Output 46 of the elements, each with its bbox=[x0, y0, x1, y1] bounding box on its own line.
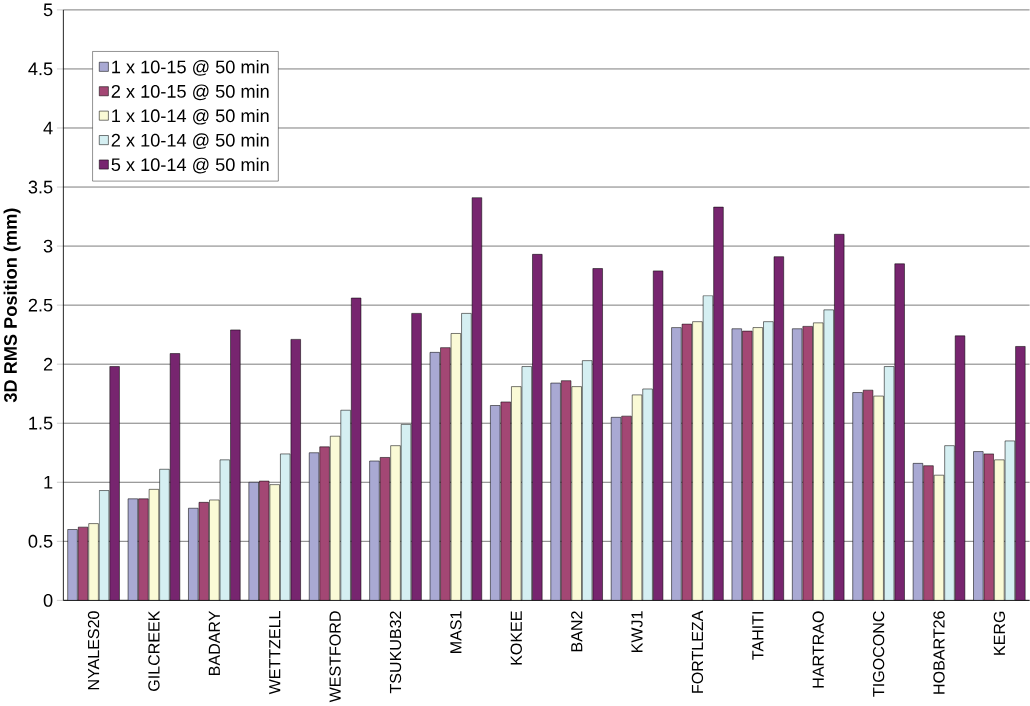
bar bbox=[671, 327, 682, 601]
bar bbox=[894, 263, 905, 601]
x-tick-label: WESTFORD bbox=[329, 611, 341, 703]
x-tick-label: HOBART26 bbox=[933, 611, 945, 694]
bar bbox=[411, 313, 422, 601]
x-tick-label: MAS1 bbox=[450, 611, 462, 653]
x-tick-label: KERG bbox=[993, 611, 1006, 655]
y-tick-label: 2 bbox=[43, 357, 53, 371]
bar bbox=[713, 206, 724, 601]
x-tick-label: WETTZELL bbox=[269, 611, 281, 695]
x-tick-label: KWJ1 bbox=[631, 611, 643, 653]
y-tick-label: 1.5 bbox=[29, 416, 53, 430]
x-tick-label: NYALES20 bbox=[87, 611, 100, 690]
y-tick-label: 3.5 bbox=[28, 180, 53, 194]
bar bbox=[852, 392, 863, 601]
bar bbox=[550, 382, 561, 601]
y-tick-label: 0.5 bbox=[28, 534, 53, 548]
bar bbox=[67, 529, 78, 601]
bar bbox=[973, 451, 984, 601]
legend-label: 2 x 10-15 @ 50 min bbox=[111, 84, 269, 101]
x-tick-label: TSUKUB32 bbox=[389, 611, 402, 694]
y-tick-label: 5 bbox=[43, 3, 53, 17]
bar bbox=[109, 366, 120, 601]
x-tick-label: BADARY bbox=[208, 610, 220, 675]
legend-label: 5 x 10-14 @ 50 min bbox=[111, 157, 269, 174]
x-tick-label: GILCREEK bbox=[148, 610, 160, 691]
bar bbox=[369, 460, 380, 601]
x-tick-label: FORTLEZA bbox=[691, 610, 704, 693]
legend-label: 1 x 10-15 @ 50 min bbox=[112, 60, 269, 76]
bar bbox=[230, 329, 241, 601]
x-tick-label: HARTRAO bbox=[812, 611, 824, 688]
x-tick-label: TAHITI bbox=[752, 612, 764, 660]
y-tick-label: 1 bbox=[44, 476, 53, 489]
y-tick-label: 3 bbox=[43, 239, 53, 253]
legend-label: 2 x 10-14 @ 50 min bbox=[111, 133, 269, 150]
y-tick-label: 4.5 bbox=[28, 62, 53, 76]
bar bbox=[1015, 346, 1026, 601]
y-tick-label: 0 bbox=[43, 593, 53, 607]
x-tick-label: TIGOCONC bbox=[872, 611, 885, 697]
bar bbox=[248, 482, 259, 601]
y-tick-label: 4 bbox=[43, 121, 53, 135]
y-tick-label: 2.5 bbox=[28, 298, 53, 312]
y-axis-title: 3D RMS Position (mm) bbox=[3, 208, 21, 403]
x-tick-label: BAN2 bbox=[571, 611, 583, 652]
legend-label: 1 x 10-14 @ 50 min bbox=[112, 108, 269, 125]
x-tick-label: KOKEE bbox=[510, 611, 522, 665]
